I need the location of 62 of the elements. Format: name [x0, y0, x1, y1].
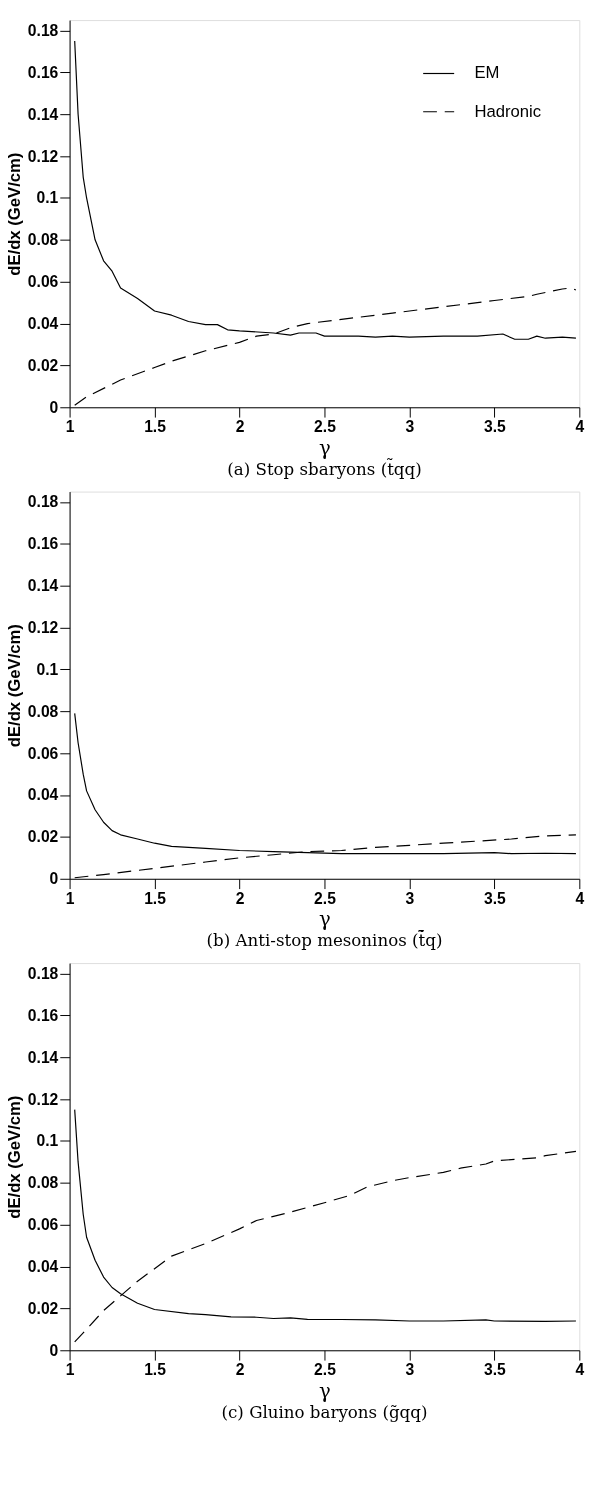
y-tick-label: 0.08 — [27, 702, 59, 720]
y-tick-label: 0.12 — [27, 1090, 59, 1108]
y-tick-label: 0.06 — [27, 744, 59, 762]
x-tick-label: 1 — [65, 1361, 75, 1379]
x-tick-label: 4 — [575, 889, 585, 907]
y-tick-label: 0.1 — [36, 660, 59, 678]
legend-label: EM — [474, 63, 500, 83]
x-tick-label: 1.5 — [144, 1361, 167, 1379]
y-tick-label: 0.04 — [27, 1257, 59, 1275]
y-tick-label: 0 — [49, 1341, 59, 1359]
y-axis-title: dE/dx (GeV/cm) — [4, 624, 24, 748]
y-tick-label: 0.06 — [27, 1216, 59, 1234]
text: (c) Gluino baryons (g̃qq) — [221, 1402, 428, 1422]
x-tick-label: 3.5 — [483, 889, 507, 907]
y-axis-title: dE/dx (GeV/cm) — [4, 1095, 24, 1219]
y-tick-label: 0.12 — [27, 619, 59, 637]
y-tick-label: 0.12 — [27, 147, 59, 165]
y-tick-label: 0.04 — [27, 314, 59, 332]
x-tick-label: 4 — [575, 418, 585, 436]
y-tick-label: 0.1 — [36, 189, 59, 207]
y-tick-label: 0.06 — [27, 273, 59, 291]
y-tick-label: 0.1 — [36, 1132, 59, 1150]
x-tick-label: 1.5 — [144, 418, 167, 436]
x-tick-label: 3.5 — [483, 418, 507, 436]
y-tick-label: 0.18 — [27, 21, 59, 39]
x-axis-title: γ — [319, 908, 331, 932]
x-tick-label: 3.5 — [483, 1361, 507, 1379]
x-tick-label: 2 — [235, 1361, 245, 1379]
y-tick-label: 0.02 — [27, 356, 59, 374]
x-tick-label: 4 — [575, 1361, 585, 1379]
x-tick-label: 1 — [65, 889, 75, 907]
text: (b) Anti-stop mesoninos (t̃̄q) — [206, 931, 443, 951]
x-tick-label: 1.5 — [144, 889, 167, 907]
y-tick-label: 0.08 — [27, 1174, 59, 1192]
y-tick-label: 0.18 — [27, 964, 59, 982]
y-tick-label: 0.18 — [27, 493, 59, 511]
x-tick-label: 2.5 — [314, 418, 337, 436]
y-tick-label: 0.02 — [27, 828, 59, 846]
y-tick-label: 0.16 — [27, 63, 59, 81]
text: (a) Stop sbaryons (t̃qq) — [227, 458, 422, 479]
x-tick-label: 3 — [405, 889, 415, 907]
x-tick-label: 2 — [235, 418, 245, 436]
y-tick-label: 0.04 — [27, 786, 59, 804]
x-tick-label: 3 — [405, 418, 415, 436]
y-tick-label: 0 — [49, 870, 59, 888]
legend-label: Hadronic — [474, 101, 542, 121]
x-tick-label: 2 — [235, 889, 245, 907]
y-tick-label: 0 — [49, 398, 59, 416]
x-tick-label: 3 — [405, 1361, 415, 1379]
y-tick-label: 0.02 — [27, 1299, 59, 1317]
x-tick-label: 2.5 — [314, 1361, 337, 1379]
x-tick-label: 2.5 — [314, 889, 337, 907]
y-tick-label: 0.16 — [27, 1006, 59, 1024]
y-tick-label: 0.16 — [27, 535, 59, 553]
y-tick-label: 0.08 — [27, 231, 59, 249]
y-tick-label: 0.14 — [27, 1048, 59, 1066]
x-axis-title: γ — [319, 1379, 331, 1403]
x-axis-title: γ — [319, 436, 331, 460]
x-tick-label: 1 — [65, 418, 75, 436]
y-tick-label: 0.14 — [27, 105, 59, 123]
y-tick-label: 0.14 — [27, 577, 59, 595]
y-axis-title: dE/dx (GeV/cm) — [4, 152, 24, 276]
